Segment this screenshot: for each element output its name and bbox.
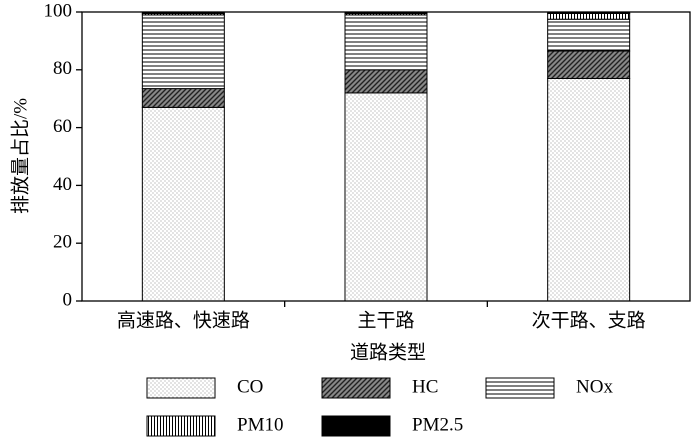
y-axis-label: 排放量占比/% — [9, 98, 31, 214]
legend-swatch — [146, 377, 216, 399]
x-tick-label: 次干路、支路 — [532, 309, 646, 331]
y-tick-label: 100 — [44, 0, 73, 21]
legend-swatch — [321, 377, 391, 399]
bar-segment — [141, 106, 225, 302]
y-tick-label: 20 — [53, 232, 72, 253]
legend-label: HC — [412, 376, 438, 397]
y-tick-label: 40 — [53, 174, 72, 195]
bar-segment — [141, 88, 225, 108]
legend-swatch — [321, 415, 391, 437]
bar-segment — [344, 69, 428, 94]
legend-label: NOx — [576, 376, 613, 397]
bar-segment — [344, 14, 428, 71]
x-tick-label: 高速路、快速路 — [117, 309, 250, 331]
bar-segment — [547, 18, 631, 52]
x-tick-label: 主干路 — [357, 309, 414, 331]
bar-segment — [547, 77, 631, 302]
legend-label: PM10 — [237, 414, 283, 435]
legend-swatch — [485, 377, 555, 399]
y-tick-label: 60 — [53, 116, 72, 137]
plot-frame — [81, 11, 691, 302]
bar-segment — [547, 12, 631, 20]
legend-swatch — [146, 415, 216, 437]
y-tick-label: 80 — [53, 58, 72, 79]
legend-label: PM2.5 — [412, 414, 463, 435]
bar-segment — [344, 92, 428, 302]
y-tick-label: 0 — [63, 289, 73, 310]
legend-label: CO — [237, 376, 263, 397]
bar-segment — [547, 50, 631, 79]
x-axis-label: 道路类型 — [350, 341, 426, 363]
bar-segment — [141, 14, 225, 90]
